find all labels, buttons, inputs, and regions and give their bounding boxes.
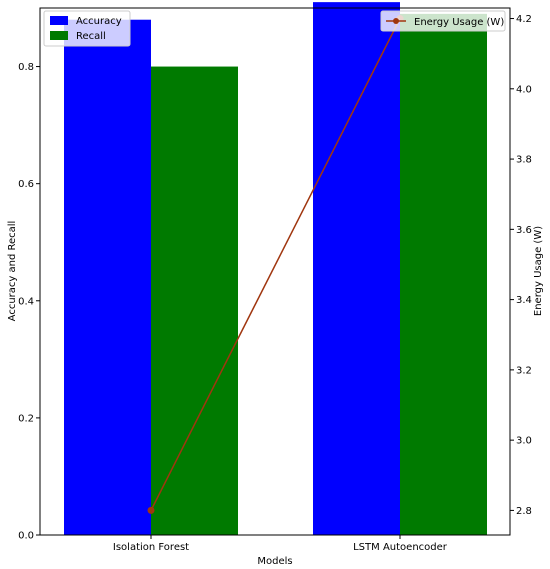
legend-recall-swatch [50, 31, 68, 40]
y-tick-label-1: 0.2 [18, 413, 34, 424]
x-tick-label-1: LSTM Autoencoder [353, 542, 448, 553]
legend-right: Energy Usage (W) [380, 10, 506, 32]
y2-tick-label-3: 3.4 [516, 295, 532, 306]
x-tick-label-0: Isolation Forest [113, 542, 189, 553]
y2-tick-label-2: 3.2 [516, 365, 532, 376]
y-tick-label-4: 0.8 [18, 62, 34, 73]
y2-tick-label-6: 4.0 [516, 84, 532, 95]
bar-recall-0 [151, 66, 238, 536]
right-axis: 2.8 3.0 3.2 3.4 3.6 3.8 4.0 4.2 [510, 14, 532, 517]
bar-accuracy-1 [313, 2, 400, 535]
y-tick-label-2: 0.4 [18, 296, 34, 307]
y-tick-label-3: 0.6 [18, 179, 34, 190]
y2-tick-label-7: 4.2 [516, 14, 532, 25]
y2-tick-label-1: 3.0 [516, 436, 532, 447]
legend-right-frame [380, 10, 506, 32]
legend-energy-label: Energy Usage (W) [414, 17, 504, 28]
y2-tick-label-4: 3.6 [516, 225, 532, 236]
bar-accuracy-0 [64, 19, 151, 535]
y2-tick-label-5: 3.8 [516, 155, 532, 166]
legend-accuracy-swatch [50, 16, 68, 25]
energy-usage-line [150, 18, 401, 511]
left-axis: 0.0 0.2 0.4 0.6 0.8 [18, 62, 40, 542]
legend-accuracy-label: Accuracy [76, 16, 122, 27]
legend-energy-marker [393, 18, 399, 24]
y2-tick-label-0: 2.8 [516, 506, 532, 517]
y2-axis-title: Energy Usage (W) [533, 226, 544, 316]
x-axis: Isolation Forest LSTM Autoencoder [113, 535, 448, 553]
energy-usage-point-0 [147, 506, 155, 514]
legend-left: Accuracy Recall [43, 10, 131, 47]
y-tick-label-0: 0.0 [18, 531, 34, 542]
bars-group [64, 2, 487, 536]
bar-recall-1 [400, 13, 487, 536]
plot-frame [39, 7, 511, 536]
x-axis-title: Models [257, 556, 292, 567]
legend-recall-label: Recall [76, 31, 106, 42]
y-axis-title: Accuracy and Recall [7, 221, 18, 322]
